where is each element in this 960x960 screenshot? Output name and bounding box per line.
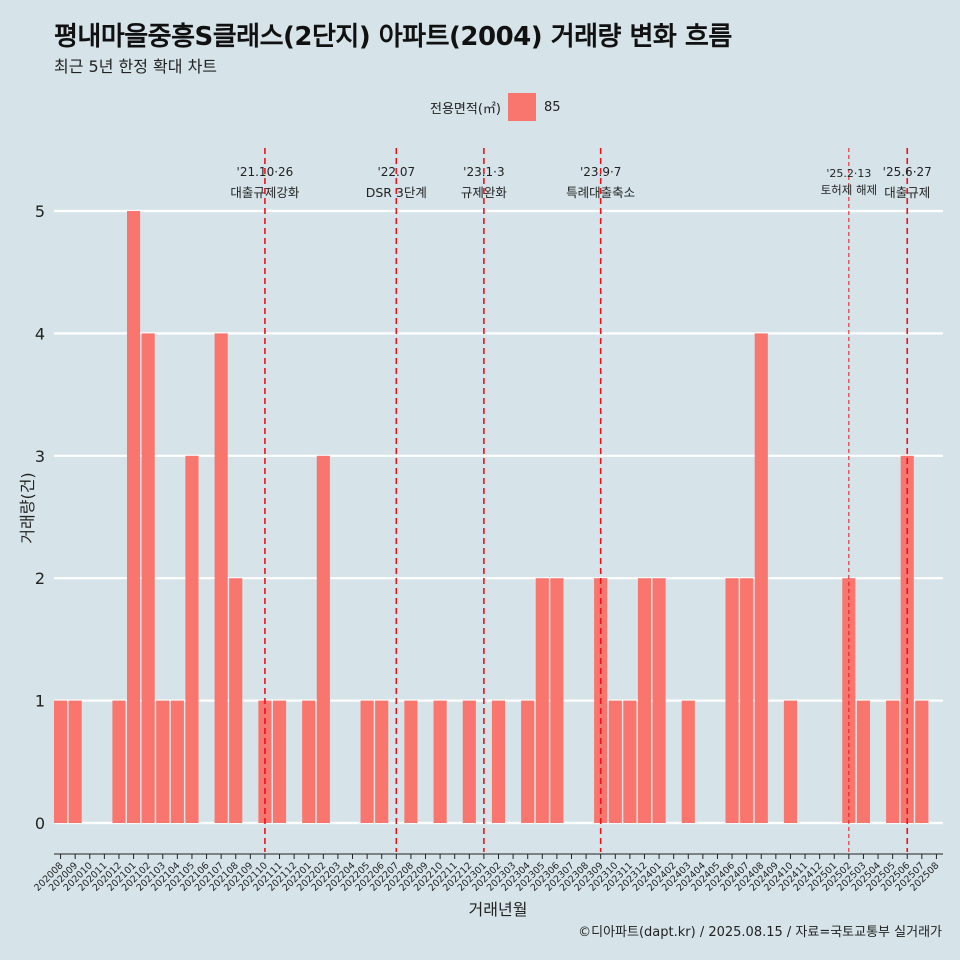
- bar: [68, 700, 82, 823]
- bar: [170, 700, 184, 823]
- y-tick-label: 0: [35, 814, 45, 833]
- bar: [886, 700, 900, 823]
- bar: [681, 700, 695, 823]
- bar: [316, 455, 330, 823]
- event-description-label: DSR 3단계: [366, 185, 427, 200]
- legend-title: 전용면적(㎡): [430, 101, 501, 117]
- y-tick-label: 4: [35, 324, 45, 343]
- bar: [842, 578, 856, 823]
- bar: [491, 700, 506, 823]
- bar: [112, 700, 126, 823]
- event-date-label: '25.6·27: [883, 165, 932, 179]
- bar: [214, 333, 228, 823]
- event-description-label: 특례대출축소: [566, 185, 635, 200]
- bar: [54, 700, 68, 823]
- y-tick-label: 5: [35, 202, 45, 221]
- bar: [141, 333, 155, 823]
- bar: [272, 700, 287, 823]
- bar: [608, 700, 622, 823]
- event-date-label: '21.10·26: [237, 165, 294, 179]
- event-description-label: 대출규제강화: [230, 185, 300, 200]
- y-tick-label: 1: [35, 692, 45, 711]
- bar: [462, 700, 476, 823]
- bar: [126, 211, 141, 823]
- bar: [535, 578, 549, 823]
- y-axis-title: 거래량(건): [18, 472, 37, 543]
- event-description-label: 규제완화: [461, 185, 508, 200]
- legend-swatch: [507, 93, 536, 121]
- bar: [404, 700, 418, 823]
- bar: [754, 333, 768, 823]
- bar: [375, 700, 389, 823]
- chart-subtitle: 최근 5년 한정 확대 차트: [54, 57, 218, 76]
- event-date-label: '23.9·7: [580, 165, 621, 179]
- bar: [652, 578, 666, 823]
- y-tick-label: 3: [35, 447, 45, 466]
- event-date-label: '25.2·13: [826, 167, 871, 180]
- bar: [360, 700, 374, 823]
- chart-title: 평내마을중흥S클래스(2단지) 아파트(2004) 거래량 변화 흐름: [54, 22, 732, 52]
- bar: [550, 578, 564, 823]
- bar: [856, 700, 871, 823]
- event-description-label: 대출규제: [884, 185, 930, 200]
- event-description-label: 토허제 해제: [821, 183, 878, 197]
- bar: [637, 578, 652, 823]
- bar: [623, 700, 637, 823]
- bar: [229, 578, 243, 823]
- bar: [156, 700, 170, 823]
- bar: [433, 700, 447, 823]
- bar: [302, 700, 316, 823]
- legend: 전용면적(㎡) 85: [430, 93, 561, 121]
- event-date-label: '22.07: [377, 165, 415, 179]
- bar: [740, 578, 754, 823]
- bar: [915, 700, 929, 823]
- bar: [725, 578, 739, 823]
- bar: [185, 455, 199, 823]
- bar: [521, 700, 535, 823]
- legend-item-label: 85: [543, 99, 561, 115]
- y-tick-label: 2: [35, 569, 45, 588]
- x-axis-title: 거래년월: [469, 900, 528, 919]
- event-date-label: '23.1·3: [463, 165, 504, 179]
- source-caption: ©디아파트(dapt.kr) / 2025.08.15 / 자료=국토교통부 실…: [578, 925, 942, 940]
- bar: [783, 700, 798, 823]
